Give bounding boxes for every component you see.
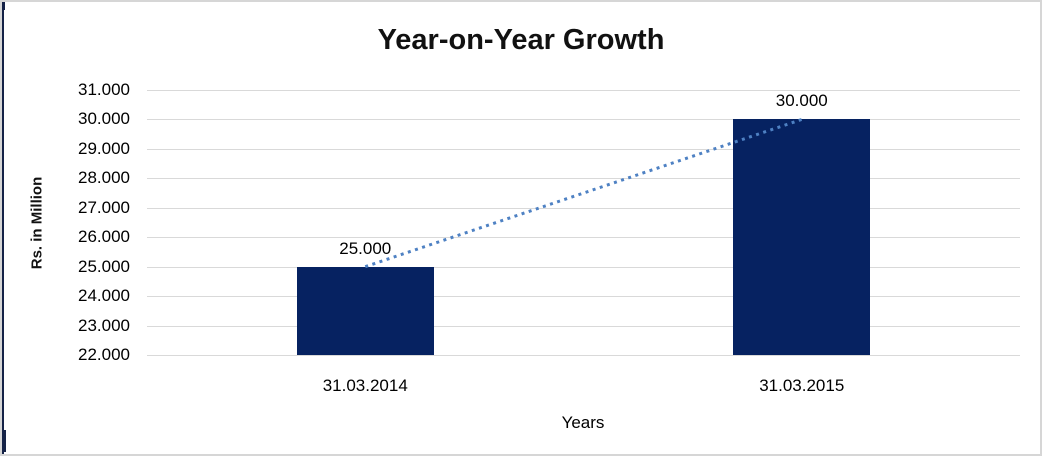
y-tick-label: 23.000 (78, 315, 130, 335)
y-axis-tick-labels: 31.000 30.000 29.000 28.000 27.000 26.000 25.0… (42, 80, 130, 364)
x-tick-label: 31.03.2014 (322, 376, 408, 395)
gridline (147, 148, 1020, 150)
gridline (147, 355, 1020, 356)
trendline-path (364, 118, 803, 269)
plot-area: 25.000 30.000 (147, 90, 1020, 356)
x-axis-title: Years (561, 413, 605, 432)
gridline (147, 178, 1020, 180)
gridline (147, 90, 1020, 91)
bar-value-label: 30.000 (775, 91, 828, 111)
gridline (147, 207, 1020, 209)
gridline (147, 296, 1020, 298)
gridline (147, 325, 1020, 327)
left-edge-strip-notch (2, 430, 6, 452)
gridline (147, 266, 1020, 268)
left-edge-strip (2, 2, 4, 454)
gridline (147, 119, 1020, 121)
y-tick-label: 27.000 (78, 197, 130, 217)
left-edge-strip-top (2, 2, 5, 10)
gridline (147, 237, 1020, 239)
trendline (364, 118, 803, 269)
y-tick-label: 24.000 (78, 286, 130, 306)
chart-title: Year-on-Year Growth (377, 24, 665, 56)
y-tick-label: 29.000 (78, 138, 130, 158)
bar (733, 119, 871, 355)
y-tick-label: 30.000 (78, 109, 130, 129)
y-tick-label: 25.000 (78, 256, 130, 276)
y-tick-label: 31.000 (78, 80, 130, 99)
y-tick-label: 22.000 (78, 345, 130, 364)
bar (296, 266, 434, 355)
y-tick-label: 26.000 (78, 227, 130, 247)
bar-value-label: 25.000 (339, 238, 392, 258)
y-tick-label: 28.000 (78, 168, 130, 188)
x-tick-label: 31.03.2015 (759, 376, 845, 395)
